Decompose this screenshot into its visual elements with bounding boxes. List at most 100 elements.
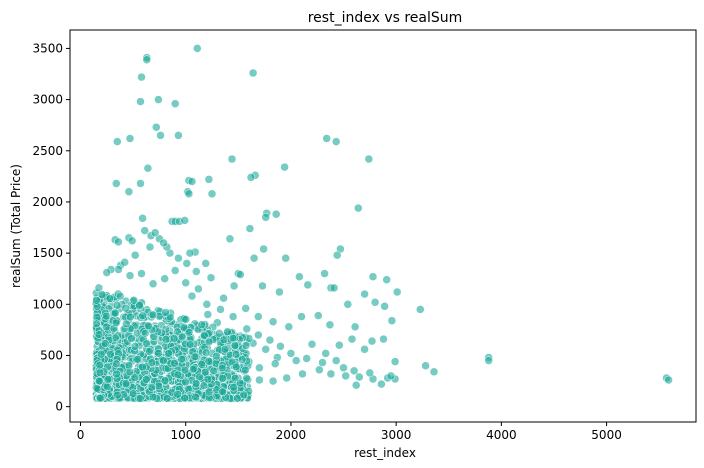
plot-frame [69,29,697,423]
data-point [261,345,270,354]
data-point [367,336,377,346]
data-point [286,349,296,358]
data-point [484,356,493,365]
data-point [193,44,202,53]
data-point [121,303,130,313]
data-point [160,376,170,385]
data-point [241,365,250,375]
data-point [184,189,194,199]
chart-title: rest_index vs realSum [308,10,463,26]
data-point [135,301,144,310]
data-point [298,369,307,379]
data-point [150,228,160,237]
data-point [201,348,211,357]
data-point [113,390,122,400]
data-point [141,328,150,338]
y-axis-label: realSum (Total Price) [9,164,23,288]
x-tick-label: 5000 [591,428,622,442]
data-point [174,131,183,140]
data-point [370,298,380,307]
data-point [161,335,171,344]
y-tick-label: 500 [40,348,63,362]
data-point [187,291,197,301]
data-point [235,378,245,388]
data-point [147,358,157,367]
data-point [154,381,164,391]
x-tick-label: 0 [77,428,85,442]
data-point [297,312,306,321]
data-point [218,373,227,383]
data-point [364,154,374,164]
data-point [664,375,673,385]
x-tick-label: 2000 [276,428,307,442]
data-point [143,163,153,173]
data-point [170,359,179,368]
data-point [173,370,183,380]
data-point [130,342,140,351]
data-point [138,362,147,372]
data-point [203,310,213,319]
data-point [96,349,106,359]
data-point [280,162,289,172]
x-tick-label: 3000 [381,428,412,442]
data-point [421,361,430,370]
data-point [314,311,323,320]
data-point [156,131,165,140]
data-point [416,305,425,314]
data-point [228,333,238,343]
data-point [180,393,189,403]
data-point [197,320,206,329]
y-tick-label: 1500 [32,246,63,260]
data-point [329,283,339,293]
data-point [380,302,389,311]
data-point [275,287,284,297]
data-point [159,238,168,248]
data-point [185,340,195,349]
data-point [276,342,285,351]
data-point [268,376,278,386]
data-point [270,359,280,368]
data-point [95,360,105,370]
data-point [241,341,251,350]
data-point [322,134,331,143]
x-tick-label: 1000 [170,428,201,442]
data-point [229,382,238,392]
data-point [106,350,115,359]
data-point [307,339,317,349]
data-point [204,175,214,184]
data-point [181,315,191,324]
data-point [218,387,227,396]
data-point [174,253,183,263]
data-point [133,355,143,364]
data-point [111,318,121,328]
data-point [173,390,182,399]
data-point [148,310,158,320]
data-point [129,296,139,305]
data-point [169,334,179,343]
data-point [185,248,195,258]
data-point [159,356,168,365]
data-point [197,360,206,369]
data-point [220,344,230,354]
data-point [148,392,158,402]
data-point [201,259,210,268]
data-point [112,179,121,188]
data-point [303,280,313,290]
data-point [302,354,311,363]
data-point [92,319,101,329]
data-point [102,322,111,332]
data-point [318,358,327,367]
data-point [259,244,268,254]
data-point [111,308,120,318]
data-point [255,363,264,373]
data-point [191,379,201,388]
data-point [351,380,361,390]
data-point [199,381,209,390]
data-point [180,216,189,225]
data-point [228,312,238,321]
data-point [332,250,342,260]
y-tick-label: 2000 [32,195,63,209]
data-point [125,367,135,377]
data-point [204,337,214,347]
data-point [215,329,224,338]
